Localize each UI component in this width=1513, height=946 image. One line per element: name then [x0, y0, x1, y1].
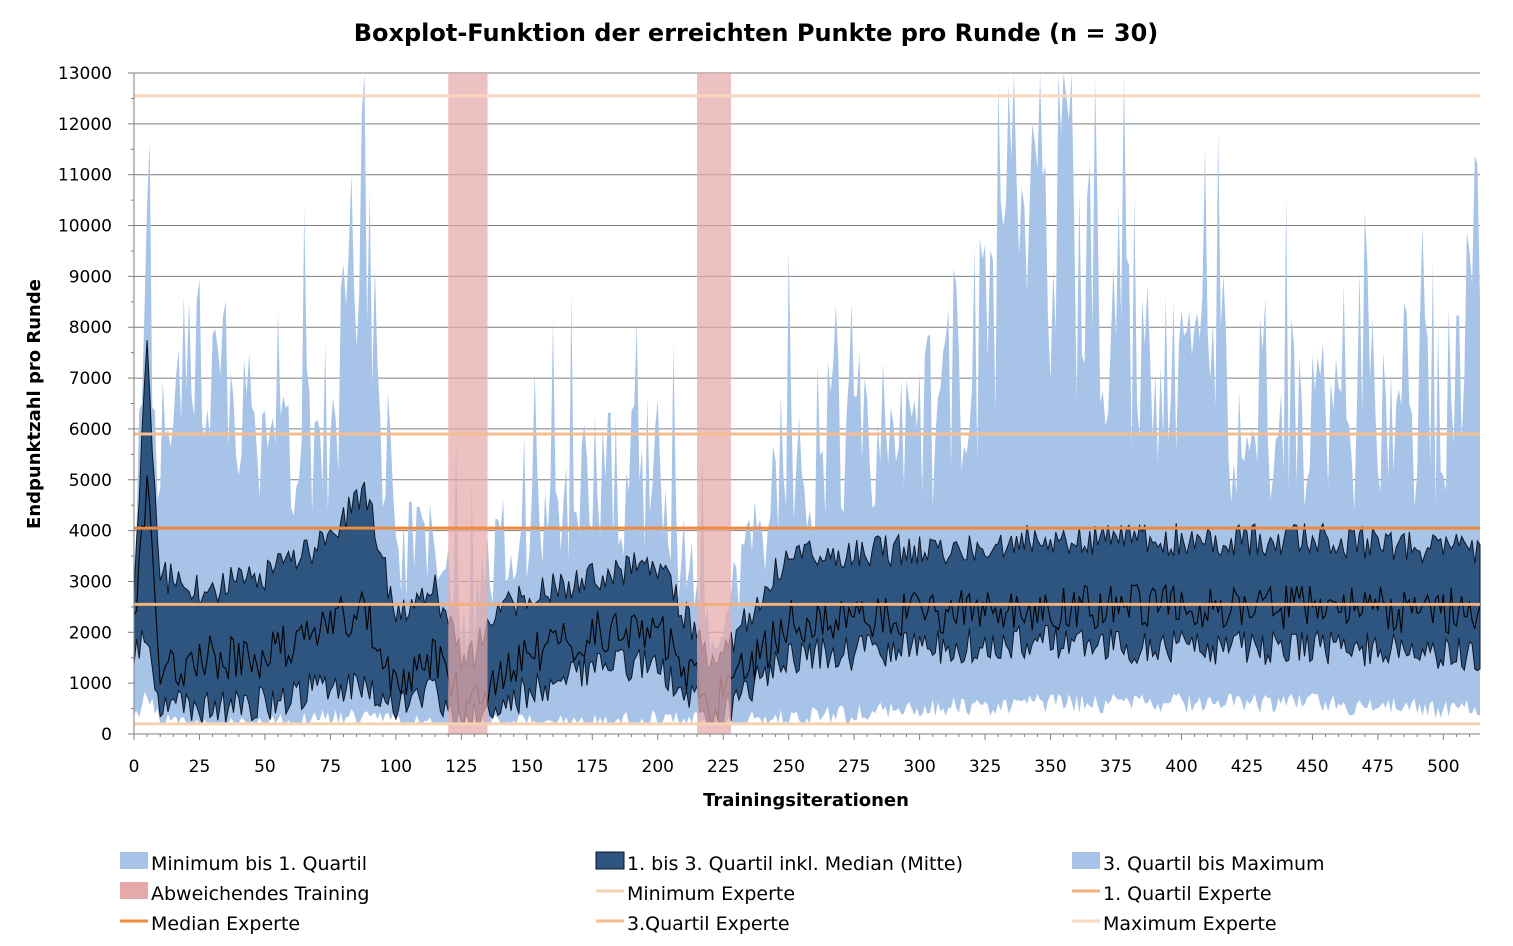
- legend-label: Minimum Experte: [627, 883, 795, 905]
- y-tick-label: 1000: [69, 674, 112, 694]
- legend-item-q3-max: 3. Quartil bis Maximum: [1072, 852, 1325, 875]
- legend-item-expert-min: Minimum Experte: [596, 883, 795, 905]
- y-tick-label: 10000: [58, 217, 112, 237]
- legend: Minimum bis 1. Quartil 1. bis 3. Quartil …: [120, 851, 1325, 935]
- legend-label: 1. Quartil Experte: [1103, 883, 1272, 905]
- legend-item-expert-max: Maximum Experte: [1072, 913, 1277, 935]
- x-tick-label: 225: [707, 757, 739, 777]
- x-tick-label: 425: [1231, 757, 1263, 777]
- median-line: [133, 475, 1481, 726]
- y-tick-label: 8000: [69, 318, 112, 338]
- x-tick-label: 25: [189, 757, 211, 777]
- y-tick-label: 4000: [69, 522, 112, 542]
- y-tick-label: 6000: [69, 420, 112, 440]
- y-tick-label: 7000: [69, 369, 112, 389]
- band-q1-to-q3: [133, 340, 1481, 725]
- y-tick-label: 9000: [69, 267, 112, 287]
- y-tick-label: 11000: [58, 166, 112, 186]
- legend-label: 3. Quartil bis Maximum: [1103, 853, 1325, 875]
- legend-item-expert-q3: 3.Quartil Experte: [596, 913, 790, 935]
- x-tick-label: 125: [445, 757, 477, 777]
- legend-item-expert-median: Median Experte: [120, 913, 300, 935]
- y-tick-label: 13000: [58, 64, 112, 84]
- x-tick-label: 100: [380, 757, 412, 777]
- x-tick-label: 0: [129, 757, 140, 777]
- x-tick-label: 75: [320, 757, 342, 777]
- x-tick-label: 350: [1034, 757, 1066, 777]
- y-tick-label: 0: [101, 725, 112, 745]
- legend-item-min-q1: Minimum bis 1. Quartil: [120, 852, 367, 875]
- legend-swatch: [120, 882, 148, 899]
- x-tick-label: 200: [642, 757, 674, 777]
- x-tick-label: 400: [1165, 757, 1197, 777]
- legend-swatch: [1072, 852, 1100, 869]
- x-tick-label: 175: [576, 757, 608, 777]
- legend-label: Abweichendes Training: [151, 883, 369, 905]
- x-tick-label: 50: [254, 757, 276, 777]
- x-tick-label: 275: [838, 757, 870, 777]
- x-tick-label: 475: [1362, 757, 1394, 777]
- legend-item-expert-q1: 1. Quartil Experte: [1072, 883, 1272, 905]
- x-tick-label: 500: [1427, 757, 1459, 777]
- y-tick-label: 2000: [69, 623, 112, 643]
- legend-label: Maximum Experte: [1103, 913, 1277, 935]
- legend-label: 1. bis 3. Quartil inkl. Median (Mitte): [627, 853, 963, 875]
- legend-item-q1-q3: 1. bis 3. Quartil inkl. Median (Mitte): [595, 851, 963, 875]
- y-tick-label: 3000: [69, 572, 112, 592]
- x-tick-label: 250: [772, 757, 804, 777]
- x-tick-label: 450: [1296, 757, 1328, 777]
- plot-area: 0100020003000400050006000700080009000100…: [58, 64, 1481, 777]
- legend-label: Median Experte: [151, 913, 300, 935]
- x-tick-label: 150: [511, 757, 543, 777]
- y-tick-label: 12000: [58, 115, 112, 135]
- deviating-training-range: [697, 73, 732, 734]
- x-tick-label: 300: [903, 757, 935, 777]
- chart-title: Boxplot-Funktion der erreichten Punkte p…: [354, 19, 1159, 47]
- legend-item-deviating: Abweichendes Training: [120, 882, 369, 905]
- legend-swatch: [595, 851, 625, 870]
- x-tick-label: 375: [1100, 757, 1132, 777]
- legend-label: 3.Quartil Experte: [627, 913, 790, 935]
- legend-swatch: [120, 852, 148, 869]
- y-axis-title: Endpunktzahl pro Runde: [24, 279, 45, 529]
- deviating-training-range: [448, 73, 488, 734]
- x-axis-title: Trainingsiterationen: [703, 790, 909, 811]
- legend-label: Minimum bis 1. Quartil: [151, 853, 367, 875]
- x-tick-label: 325: [969, 757, 1001, 777]
- y-tick-label: 5000: [69, 471, 112, 491]
